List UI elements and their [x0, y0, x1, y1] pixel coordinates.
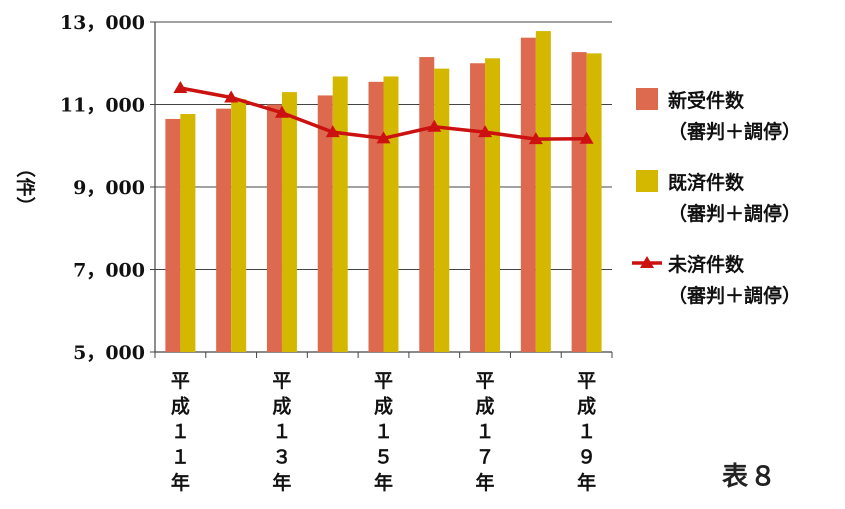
bar: [165, 118, 181, 352]
legend-label: 既済件数: [668, 171, 745, 194]
bar: [216, 108, 232, 352]
bars: [165, 31, 602, 353]
legend-label: 未済件数: [667, 253, 745, 276]
line-series: [173, 81, 594, 145]
x-category-label: 平成１７年: [476, 370, 495, 494]
y-tick-label: 9，000: [73, 177, 145, 199]
data-point-marker: [528, 132, 543, 145]
bar: [485, 58, 501, 353]
bar: [281, 92, 297, 352]
y-axis-label: （件）: [14, 158, 37, 215]
y-tick-label: 11，000: [60, 95, 145, 117]
data-point-marker: [427, 119, 442, 132]
y-axis-title: （件）: [14, 158, 37, 215]
bar: [180, 113, 196, 352]
bar: [368, 81, 384, 352]
bar: [419, 57, 435, 352]
bar: [332, 76, 348, 352]
data-point-marker: [579, 131, 594, 144]
legend-marker: [640, 256, 654, 268]
bar: [434, 68, 450, 353]
data-point-marker: [376, 131, 391, 144]
y-tick-labels: 5，000 7，000 9，000 11，000 13，000: [60, 12, 145, 364]
x-category-label: 平成１３年: [272, 370, 291, 494]
bar: [470, 63, 486, 352]
x-category-label: 平成１９年: [577, 370, 596, 494]
legend: 新受件数 （審判＋調停） 既済件数 （審判＋調停） 未済件数 （審判＋調停）: [632, 88, 801, 307]
data-point-marker: [478, 125, 493, 138]
figure-caption: 表８: [722, 462, 779, 492]
bar: [231, 99, 247, 352]
y-tick-label: 13，000: [60, 12, 145, 34]
legend-label-sub: （審判＋調停）: [668, 284, 801, 307]
x-category-label: 平成１１年: [171, 370, 190, 494]
y-tick-label: 7，000: [73, 260, 145, 282]
legend-swatch: [636, 170, 658, 192]
bar: [520, 37, 536, 353]
bar: [317, 95, 333, 353]
legend-swatch: [636, 88, 658, 110]
legend-label-sub: （審判＋調停）: [668, 202, 801, 225]
bar: [535, 31, 551, 352]
bar: [586, 53, 602, 352]
data-point-marker: [274, 105, 289, 118]
bar: [383, 76, 399, 352]
data-point-marker: [173, 81, 188, 93]
x-category-label: 平成１５年: [374, 370, 393, 494]
bar: [266, 104, 282, 352]
data-point-marker: [325, 125, 340, 138]
x-category-labels: 平成１１年 平成１３年 平成１５年 平成１７年 平成１９年: [171, 370, 596, 494]
y-tick-label: 5，000: [73, 342, 145, 364]
legend-label: 新受件数: [668, 89, 745, 112]
legend-label-sub: （審判＋調停）: [668, 120, 801, 143]
bar: [571, 52, 587, 353]
data-point-marker: [224, 90, 239, 103]
